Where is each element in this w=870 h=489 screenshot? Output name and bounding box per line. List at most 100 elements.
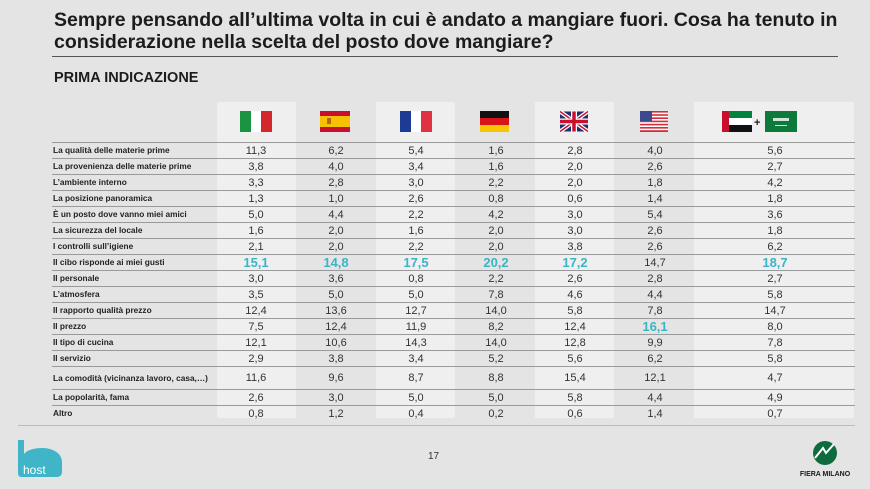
table-cell: 13,6 — [325, 304, 347, 317]
table-cell: 5,6 — [567, 352, 583, 365]
table-cell: 3,0 — [248, 272, 264, 285]
table-cell: 7,8 — [767, 336, 783, 349]
table-cell: 2,6 — [647, 240, 663, 253]
table-cell: 3,3 — [248, 176, 264, 189]
row-label: Il cibo risponde ai miei gusti — [53, 257, 165, 267]
table-cell: 4,4 — [647, 391, 663, 404]
table-cell: 12,1 — [245, 336, 267, 349]
france-flag-icon — [400, 111, 432, 132]
table-cell: 5,0 — [488, 391, 504, 404]
row-label: La sicurezza del locale — [53, 225, 143, 235]
table-cell: 2,0 — [328, 224, 344, 237]
host-logo: host — [18, 440, 62, 477]
table-cell: 8,8 — [488, 372, 504, 384]
table-cell: 0,8 — [248, 407, 264, 420]
table-cell: 3,0 — [567, 208, 583, 221]
table-cell: 2,6 — [567, 272, 583, 285]
table-cell: 14,0 — [485, 304, 507, 317]
table-cell: 1,6 — [248, 224, 264, 237]
table-cell: 2,0 — [567, 160, 583, 173]
table-cell: 3,0 — [328, 391, 344, 404]
table-cell: 1,8 — [767, 224, 783, 237]
table-cell: 4,4 — [647, 288, 663, 301]
table-cell: 2,6 — [408, 192, 424, 205]
page-number: 17 — [428, 451, 440, 462]
column-shade-italy — [217, 102, 296, 418]
table-cell: 20,2 — [483, 255, 509, 270]
row-label: La comodità (vicinanza lavoro, casa,…) — [53, 372, 208, 383]
table-row: Il cibo risponde ai miei gusti 15,1 14,8 17… — [52, 254, 855, 270]
row-label: Il servizio — [53, 353, 91, 363]
table-cell: 11,9 — [405, 320, 427, 333]
table-cell: 1,6 — [488, 144, 504, 157]
svg-text:+: + — [754, 117, 760, 129]
table-cell: 11,3 — [245, 144, 267, 157]
table-cell: 4,2 — [767, 176, 783, 189]
table-cell: 5,2 — [488, 352, 504, 365]
table-cell: 3,4 — [408, 160, 424, 173]
table-cell: 14,8 — [323, 255, 349, 270]
table-row: Il tipo di cucina 12,1 10,6 14,3 14,0 12,8 9,9… — [52, 334, 855, 350]
table-cell: 15,1 — [243, 255, 269, 270]
table-cell: 2,9 — [248, 352, 264, 365]
table-cell: 4,6 — [567, 288, 583, 301]
table-row: L’atmosfera 3,5 5,0 5,0 7,8 4,6 4,4 5,8 — [52, 286, 855, 302]
table-cell: 5,6 — [767, 144, 783, 157]
table-cell: 1,8 — [647, 176, 663, 189]
table-cell: 7,8 — [488, 288, 504, 301]
table-cell: 9,6 — [328, 372, 344, 384]
table-cell: 4,0 — [328, 160, 344, 173]
table-cell: 7,8 — [647, 304, 663, 317]
uk-flag-icon — [560, 111, 588, 132]
table-cell: 14,0 — [485, 336, 507, 349]
table-cell: 0,7 — [767, 407, 783, 420]
table-cell: 2,8 — [647, 272, 663, 285]
svg-text:host: host — [23, 463, 46, 477]
table-cell: 1,6 — [488, 160, 504, 173]
table-cell: 3,8 — [248, 160, 264, 173]
data-table: + La qualità delle materie prime 11,3 6,2 5… — [52, 102, 855, 421]
table-cell: 2,2 — [488, 176, 504, 189]
table-cell: 18,7 — [762, 255, 788, 270]
table-cell: 5,0 — [328, 288, 344, 301]
table-cell: 8,2 — [488, 320, 504, 333]
table-cell: 1,0 — [328, 192, 344, 205]
table-cell: 0,8 — [488, 192, 504, 205]
table-cell: 0,6 — [567, 407, 583, 420]
row-label: L’ambiente interno — [53, 177, 127, 187]
row-label: Il tipo di cucina — [53, 337, 114, 347]
table-cell: 4,7 — [767, 372, 783, 384]
table-row: È un posto dove vanno miei amici 5,0 4,4 2,… — [52, 206, 855, 222]
table-cell: 8,7 — [408, 372, 424, 384]
table-cell: 2,8 — [328, 176, 344, 189]
table-row: La comodità (vicinanza lavoro, casa,…) 11… — [52, 366, 855, 389]
row-label: I controlli sull’igiene — [53, 241, 134, 251]
table-row: Altro 0,8 1,2 0,4 0,2 0,6 1,4 0,7 — [52, 405, 855, 421]
table-cell: 5,8 — [567, 391, 583, 404]
table-cell: 3,5 — [248, 288, 264, 301]
table-row: Il rapporto qualità prezzo 12,4 13,6 12,7 14… — [52, 302, 855, 318]
row-label: Il prezzo — [53, 321, 87, 331]
title-divider — [52, 56, 838, 57]
row-label: La popolarità, fama — [53, 392, 130, 402]
slide-title: Sempre pensando all’ultima volta in cui … — [54, 9, 838, 53]
table-cell: 1,4 — [647, 192, 663, 205]
table-cell: 2,6 — [248, 391, 264, 404]
table-cell: 4,9 — [767, 391, 783, 404]
table-cell: 14,7 — [644, 256, 666, 269]
table-cell: 3,6 — [328, 272, 344, 285]
table-cell: 5,4 — [408, 144, 424, 157]
italy-flag-icon — [240, 111, 272, 132]
table-row: La posizione panoramica 1,3 1,0 2,6 0,8 0,6 1,… — [52, 190, 855, 206]
table-row: Il prezzo 7,5 12,4 11,9 8,2 12,4 16,1 8,0 — [52, 318, 855, 334]
table-cell: 5,8 — [567, 304, 583, 317]
row-label: La qualità delle materie prime — [53, 145, 170, 155]
table-cell: 15,4 — [564, 372, 586, 384]
table-cell: 4,4 — [328, 208, 344, 221]
table-cell: 0,8 — [408, 272, 424, 285]
table-cell: 8,0 — [767, 320, 783, 333]
table-cell: 14,3 — [405, 336, 427, 349]
table-cell: 9,9 — [647, 336, 663, 349]
row-label: Il rapporto qualità prezzo — [53, 305, 152, 315]
table-cell: 4,2 — [488, 208, 504, 221]
